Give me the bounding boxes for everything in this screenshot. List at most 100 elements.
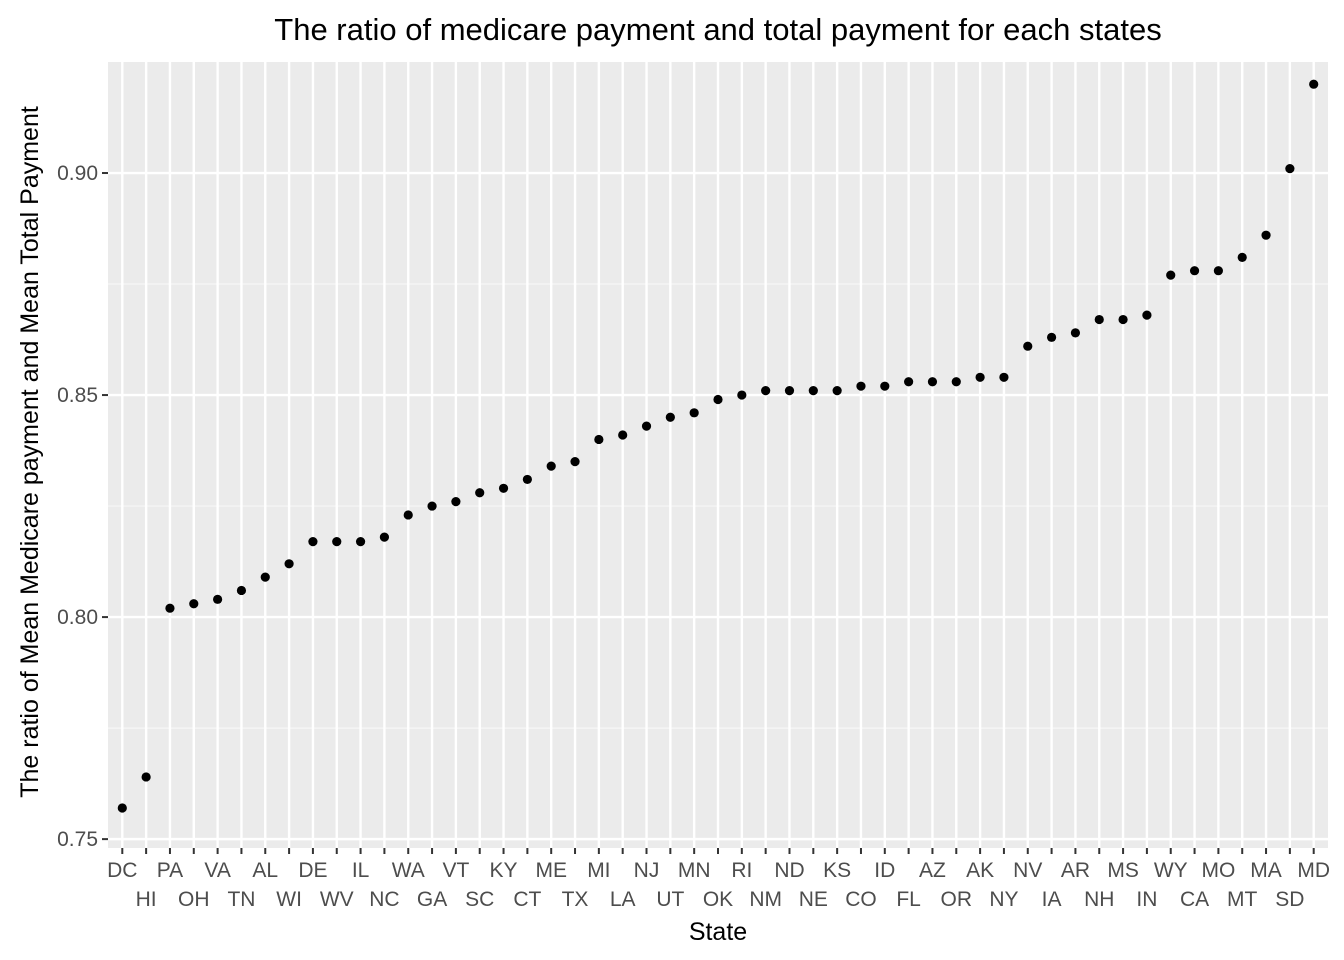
- y-tick-label: 0.75: [57, 828, 98, 851]
- data-point: [165, 603, 175, 613]
- x-tick-label: MI: [587, 859, 610, 882]
- data-point: [379, 532, 390, 542]
- data-point: [1213, 266, 1223, 276]
- data-point: [1166, 270, 1176, 280]
- x-tick-label: NV: [1013, 859, 1042, 882]
- data-point: [570, 457, 580, 467]
- data-point: [141, 772, 151, 782]
- x-axis-title: State: [689, 918, 747, 946]
- data-point: [856, 381, 866, 391]
- data-point: [808, 386, 818, 396]
- data-point: [522, 474, 532, 485]
- x-tick-label: OH: [178, 888, 210, 911]
- x-tick-label: IN: [1136, 888, 1157, 911]
- x-tick-label: KS: [823, 859, 851, 882]
- data-point: [904, 377, 914, 387]
- major-gridlines-x: [121, 62, 1315, 848]
- data-point: [880, 381, 890, 391]
- x-tick-label: GA: [417, 888, 447, 911]
- x-tick-label: AZ: [919, 859, 946, 882]
- data-point: [260, 572, 270, 582]
- x-tick-label: CT: [513, 888, 541, 911]
- data-point: [403, 510, 413, 520]
- x-tick-label: KY: [490, 859, 518, 882]
- x-tick-label: NC: [369, 888, 399, 911]
- data-point: [213, 594, 223, 604]
- data-point: [308, 536, 318, 547]
- data-point: [1118, 314, 1128, 325]
- x-tick-label: MS: [1107, 859, 1139, 882]
- y-tick-label: 0.90: [57, 162, 98, 185]
- data-point: [951, 377, 961, 387]
- data-point: [594, 434, 604, 445]
- data-point: [1237, 252, 1247, 262]
- y-axis: 0.75 0.80 0.85 0.90: [57, 162, 108, 851]
- data-point: [1189, 266, 1200, 276]
- x-tick-label: CA: [1180, 888, 1209, 911]
- data-point: [641, 421, 652, 431]
- x-tick-label: MD: [1297, 859, 1330, 882]
- x-tick-label: SD: [1275, 888, 1304, 911]
- x-tick-label: RI: [731, 859, 752, 882]
- data-point: [1142, 310, 1152, 320]
- x-tick-label: OR: [941, 888, 973, 911]
- x-tick-label: WI: [276, 888, 302, 911]
- data-point: [665, 412, 675, 422]
- data-point: [1094, 314, 1104, 325]
- data-point: [1070, 328, 1081, 338]
- x-tick-label: IL: [352, 859, 370, 882]
- x-tick-label: MA: [1250, 859, 1282, 882]
- data-point: [618, 430, 628, 440]
- x-tick-label: NJ: [634, 859, 660, 882]
- data-point: [1046, 332, 1057, 342]
- data-point: [975, 372, 985, 382]
- data-point: [1023, 341, 1033, 351]
- data-points: [117, 79, 1319, 813]
- x-tick-label: TN: [227, 888, 255, 911]
- x-tick-label: MN: [678, 859, 711, 882]
- data-point: [999, 372, 1009, 382]
- x-tick-label: WY: [1154, 859, 1188, 882]
- data-point: [927, 377, 938, 387]
- data-point: [475, 488, 485, 498]
- x-tick-label: NE: [799, 888, 828, 911]
- x-tick-label: NM: [749, 888, 782, 911]
- x-tick-label: WA: [392, 859, 425, 882]
- data-point: [1309, 79, 1319, 89]
- x-tick-label: IA: [1042, 888, 1062, 911]
- x-tick-label: ME: [535, 859, 567, 882]
- x-tick-label: DC: [107, 859, 137, 882]
- data-point: [784, 386, 795, 396]
- x-tick-label: ID: [874, 859, 895, 882]
- x-tick-label: FL: [896, 888, 921, 911]
- data-point: [284, 559, 294, 569]
- data-point: [332, 536, 342, 547]
- chart-title: The ratio of medicare payment and total …: [274, 12, 1161, 47]
- x-tick-label: AR: [1061, 859, 1090, 882]
- x-tick-label: CO: [845, 888, 877, 911]
- x-tick-label: PA: [157, 859, 183, 882]
- data-point: [761, 386, 771, 396]
- data-point: [189, 599, 199, 609]
- data-point: [451, 497, 461, 507]
- x-tick-label: HI: [136, 888, 157, 911]
- x-tick-label: DE: [298, 859, 327, 882]
- x-tick-label: AK: [966, 859, 994, 882]
- data-point: [355, 536, 366, 547]
- x-tick-label: LA: [610, 888, 636, 911]
- x-tick-label: MT: [1227, 888, 1257, 911]
- x-tick-label: OK: [703, 888, 733, 911]
- y-tick-label: 0.80: [57, 606, 98, 629]
- x-tick-label: VT: [442, 859, 469, 882]
- data-point: [546, 461, 556, 471]
- x-tick-label: WV: [320, 888, 354, 911]
- data-point: [737, 390, 747, 400]
- data-point: [1261, 230, 1271, 240]
- data-point: [1285, 163, 1295, 174]
- x-tick-label: SC: [465, 888, 494, 911]
- data-point: [498, 483, 509, 493]
- x-tick-label: ND: [774, 859, 804, 882]
- x-tick-label: TX: [562, 888, 589, 911]
